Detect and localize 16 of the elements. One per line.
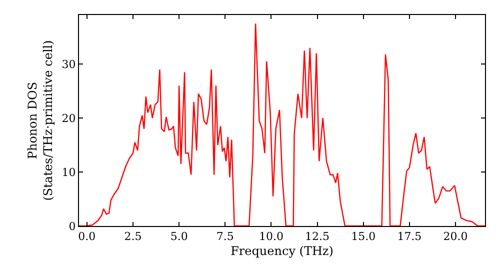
- x-axis-title: Frequency (THz): [230, 244, 334, 258]
- x-tick-label: 15.0: [351, 230, 376, 244]
- x-tick-label: 12.5: [305, 230, 330, 244]
- line-series: [79, 23, 485, 226]
- x-tick-label: 0.0: [78, 230, 96, 244]
- x-tick-label: 17.5: [397, 230, 422, 244]
- y-tick-label: 10: [62, 166, 76, 179]
- x-tick-label: 2.5: [124, 230, 142, 244]
- y-tick-label: 20: [62, 112, 76, 125]
- y-axis-title: Phonon DOS (States/THz·primitive cell): [26, 40, 56, 201]
- x-tick-label: 5.0: [170, 230, 188, 244]
- x-tick-label: 7.5: [216, 230, 234, 244]
- y-tick-label: 0: [68, 220, 76, 233]
- y-tick-label: 30: [62, 58, 76, 71]
- x-tick-label: 10.0: [258, 230, 284, 244]
- x-tick-label: 20.0: [443, 230, 468, 244]
